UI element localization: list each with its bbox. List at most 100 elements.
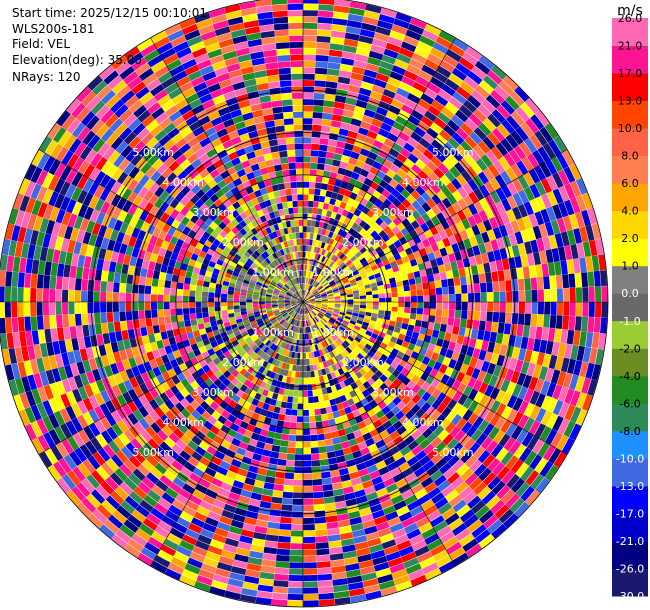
velocity-gate xyxy=(373,78,387,89)
velocity-gate xyxy=(303,308,305,315)
velocity-gate xyxy=(303,10,318,17)
velocity-gate xyxy=(441,484,455,497)
velocity-gate xyxy=(57,327,65,341)
velocity-gate xyxy=(327,295,334,298)
velocity-gate xyxy=(312,233,318,240)
velocity-gate xyxy=(438,230,448,240)
velocity-gate xyxy=(534,130,548,147)
velocity-gate xyxy=(446,154,459,166)
velocity-gate xyxy=(443,141,456,154)
velocity-gate xyxy=(305,277,307,284)
velocity-gate xyxy=(566,259,575,274)
velocity-gate xyxy=(308,285,312,291)
velocity-gate xyxy=(445,349,454,359)
velocity-gate xyxy=(510,163,523,178)
velocity-gate xyxy=(419,412,431,423)
velocity-gate xyxy=(341,230,348,238)
velocity-gate xyxy=(383,48,399,59)
velocity-gate xyxy=(535,393,546,408)
velocity-gate xyxy=(442,433,454,446)
velocity-gate xyxy=(351,230,359,238)
velocity-gate xyxy=(404,233,413,242)
velocity-gate xyxy=(352,409,361,418)
velocity-gate xyxy=(378,445,389,455)
velocity-gate xyxy=(101,322,109,334)
velocity-gate xyxy=(579,226,589,243)
velocity-gate xyxy=(305,290,308,297)
velocity-gate xyxy=(457,186,468,199)
velocity-gate xyxy=(319,362,325,370)
velocity-gate xyxy=(544,367,555,383)
velocity-gate xyxy=(433,322,441,331)
velocity-gate xyxy=(575,409,588,426)
velocity-gate xyxy=(492,462,506,476)
velocity-gate xyxy=(435,36,452,49)
velocity-gate xyxy=(63,264,71,278)
velocity-gate xyxy=(372,253,380,261)
velocity-gate xyxy=(157,309,164,318)
velocity-gate xyxy=(303,67,316,74)
velocity-gate xyxy=(439,146,451,159)
velocity-gate xyxy=(299,359,303,366)
velocity-gate xyxy=(558,402,570,418)
velocity-gate xyxy=(146,269,154,279)
velocity-gate xyxy=(303,435,311,442)
velocity-gate xyxy=(341,342,348,349)
velocity-gate xyxy=(36,274,44,289)
velocity-gate xyxy=(380,499,394,510)
velocity-gate xyxy=(403,312,410,319)
velocity-gate xyxy=(377,284,385,290)
velocity-gate xyxy=(457,198,468,210)
velocity-gate xyxy=(441,197,452,209)
velocity-gate xyxy=(348,7,365,16)
velocity-gate xyxy=(353,166,363,175)
velocity-gate xyxy=(479,197,490,210)
velocity-gate xyxy=(329,398,337,406)
velocity-gate xyxy=(467,376,477,389)
velocity-gate xyxy=(475,505,490,519)
velocity-gate xyxy=(312,289,318,294)
velocity-gate xyxy=(451,67,467,81)
velocity-gate xyxy=(341,322,348,328)
velocity-gate xyxy=(366,298,373,302)
velocity-gate xyxy=(321,298,328,300)
velocity-gate xyxy=(314,370,319,377)
velocity-gate xyxy=(303,314,305,321)
velocity-gate xyxy=(477,140,491,154)
velocity-gate xyxy=(311,351,315,358)
velocity-gate xyxy=(354,106,366,115)
velocity-gate xyxy=(346,91,359,100)
velocity-gate xyxy=(353,296,360,300)
velocity-gate xyxy=(495,201,506,214)
velocity-gate xyxy=(379,221,388,230)
velocity-gate xyxy=(303,92,314,99)
velocity-gate xyxy=(342,149,352,157)
velocity-gate xyxy=(330,430,340,439)
velocity-gate xyxy=(390,260,398,268)
velocity-gate xyxy=(410,461,423,473)
velocity-gate xyxy=(305,290,308,297)
velocity-gate xyxy=(303,111,313,118)
velocity-gate xyxy=(17,287,24,302)
velocity-gate xyxy=(374,395,383,405)
velocity-gate xyxy=(163,294,170,302)
velocity-gate xyxy=(303,530,316,537)
velocity-gate xyxy=(349,403,358,412)
velocity-gate xyxy=(344,240,351,248)
velocity-gate xyxy=(348,157,358,166)
velocity-gate xyxy=(413,174,424,186)
velocity-gate xyxy=(309,312,314,318)
velocity-gate xyxy=(351,374,359,382)
velocity-gate xyxy=(347,353,354,361)
velocity-gate xyxy=(81,290,88,302)
velocity-gate xyxy=(401,551,417,563)
velocity-gate xyxy=(359,270,367,277)
velocity-gate xyxy=(362,321,370,327)
velocity-gate xyxy=(74,302,81,314)
velocity-gate xyxy=(530,114,545,130)
velocity-gate xyxy=(495,447,509,462)
velocity-gate xyxy=(304,290,307,296)
velocity-gate xyxy=(288,574,303,582)
velocity-gate xyxy=(359,228,367,236)
velocity-gate xyxy=(311,377,316,384)
